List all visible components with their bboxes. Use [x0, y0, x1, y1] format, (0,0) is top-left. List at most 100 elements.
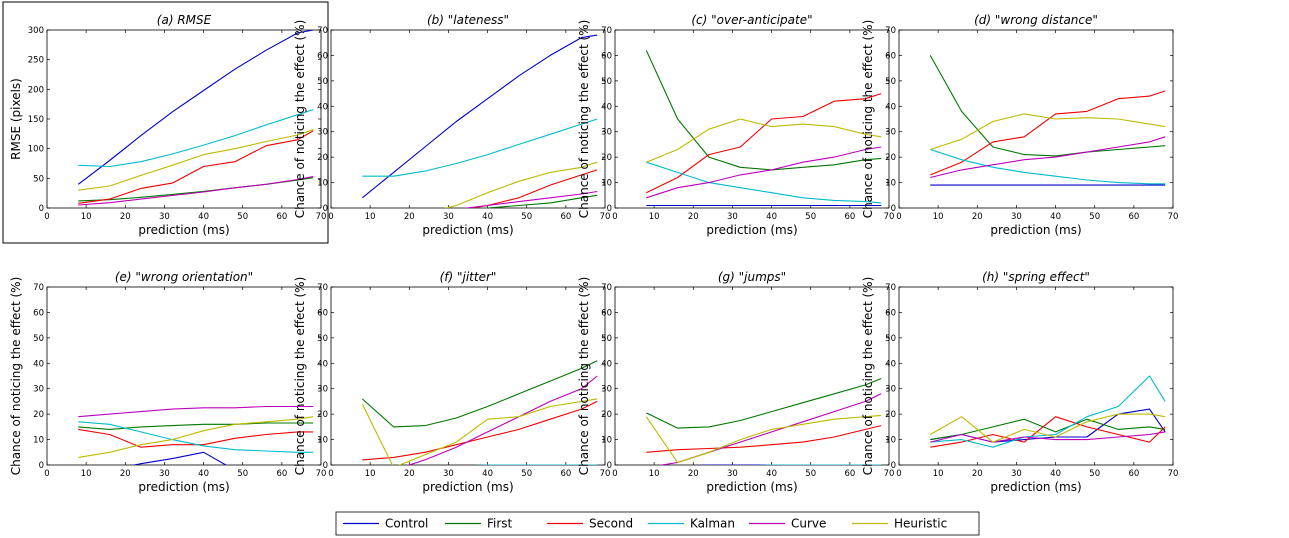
- y-axis-label: Chance of noticing the effect (%): [861, 277, 875, 476]
- x-tick-label: 40: [1050, 469, 1061, 479]
- series-group: [645, 377, 882, 465]
- y-tick-label: 20: [33, 410, 44, 420]
- plot-area: [330, 29, 606, 209]
- x-tick-label: 70: [600, 469, 611, 479]
- y-tick-label: 30: [317, 385, 328, 395]
- y-tick-label: 50: [33, 334, 44, 344]
- y-tick-label: 70: [885, 26, 896, 36]
- x-tick-label: 10: [365, 212, 376, 222]
- series-line-control: [131, 451, 228, 465]
- series-line-heuristic: [645, 414, 882, 464]
- series-group: [929, 55, 1166, 186]
- y-tick-label: 0: [607, 461, 612, 471]
- series-line-heuristic: [930, 413, 1166, 443]
- chart-title: (g) "jumps": [718, 270, 786, 284]
- series-line-second: [78, 428, 314, 448]
- plot-area: [46, 29, 322, 209]
- x-tick-label: 40: [1050, 212, 1061, 222]
- y-tick-label: 0: [891, 204, 896, 214]
- series-line-second: [930, 90, 1166, 176]
- x-tick-label: 50: [1089, 469, 1100, 479]
- series-line-curve: [930, 431, 1166, 443]
- x-tick-label: 0: [612, 212, 617, 222]
- x-tick-label: 40: [482, 469, 493, 479]
- y-tick-label: 50: [885, 77, 896, 87]
- x-tick-label: 30: [159, 212, 170, 222]
- series-line-kalman: [78, 108, 314, 168]
- x-tick-label: 20: [972, 469, 983, 479]
- y-tick-label: 0: [607, 204, 612, 214]
- x-tick-label: 50: [521, 212, 532, 222]
- y-tick-label: 50: [317, 77, 328, 87]
- y-tick-label: 30: [317, 128, 328, 138]
- series-line-first: [929, 55, 1166, 157]
- y-tick-label: 40: [601, 359, 612, 369]
- x-tick-label: 70: [316, 469, 327, 479]
- chart-title: (e) "wrong orientation": [115, 270, 253, 284]
- series-line-heuristic: [646, 118, 882, 163]
- series-line-first: [646, 377, 882, 429]
- y-axis-label: Chance of noticing the effect (%): [577, 277, 591, 476]
- y-tick-label: 40: [317, 359, 328, 369]
- series-group: [361, 360, 598, 465]
- series-line-second: [930, 416, 1166, 448]
- x-tick-label: 70: [1168, 469, 1179, 479]
- series-line-curve: [646, 146, 882, 199]
- x-tick-label: 70: [1168, 212, 1179, 222]
- series-line-first: [361, 360, 598, 428]
- series-line-control: [77, 30, 314, 185]
- x-tick-label: 30: [443, 469, 454, 479]
- x-tick-label: 60: [844, 469, 855, 479]
- x-tick-label: 50: [237, 212, 248, 222]
- x-tick-label: 10: [649, 469, 660, 479]
- y-tick-label: 10: [885, 436, 896, 446]
- x-tick-label: 40: [482, 212, 493, 222]
- series-group: [77, 30, 314, 206]
- x-tick-label: 40: [766, 212, 777, 222]
- x-axis-label: prediction (ms): [990, 223, 1081, 237]
- x-tick-label: 40: [198, 212, 209, 222]
- y-axis-label: Chance of noticing the effect (%): [293, 277, 307, 476]
- series-line-second: [646, 93, 882, 194]
- y-tick-label: 150: [28, 115, 44, 125]
- legend-label-heuristic: Heuristic: [894, 517, 947, 531]
- y-tick-label: 250: [28, 56, 44, 66]
- y-tick-label: 20: [317, 153, 328, 163]
- x-tick-label: 30: [159, 469, 170, 479]
- x-tick-label: 60: [276, 469, 287, 479]
- y-tick-label: 60: [885, 51, 896, 61]
- y-axis-label: Chance of noticing the effect (%): [861, 20, 875, 219]
- y-tick-label: 20: [317, 410, 328, 420]
- series-line-control: [361, 34, 598, 199]
- x-tick-label: 70: [600, 212, 611, 222]
- y-tick-label: 40: [33, 359, 44, 369]
- chart-title: (c) "over-anticipate": [691, 13, 812, 27]
- x-tick-label: 0: [44, 469, 49, 479]
- series-line-heuristic: [78, 129, 314, 191]
- x-axis-label: prediction (ms): [422, 223, 513, 237]
- x-tick-label: 50: [237, 469, 248, 479]
- series-group: [78, 405, 314, 465]
- y-tick-label: 40: [317, 102, 328, 112]
- plot-area: [46, 286, 322, 466]
- x-tick-label: 10: [365, 469, 376, 479]
- y-tick-label: 30: [601, 128, 612, 138]
- x-axis-label: prediction (ms): [422, 480, 513, 494]
- x-tick-label: 20: [972, 212, 983, 222]
- y-tick-label: 50: [33, 174, 44, 184]
- y-tick-label: 60: [317, 51, 328, 61]
- legend-label-kalman: Kalman: [690, 517, 735, 531]
- y-tick-label: 10: [601, 436, 612, 446]
- x-tick-label: 60: [1128, 469, 1139, 479]
- x-tick-label: 10: [933, 469, 944, 479]
- chart-title: (b) "lateness": [427, 13, 509, 27]
- y-tick-label: 50: [317, 334, 328, 344]
- x-tick-label: 70: [884, 469, 895, 479]
- x-tick-label: 0: [896, 469, 901, 479]
- x-tick-label: 50: [805, 469, 816, 479]
